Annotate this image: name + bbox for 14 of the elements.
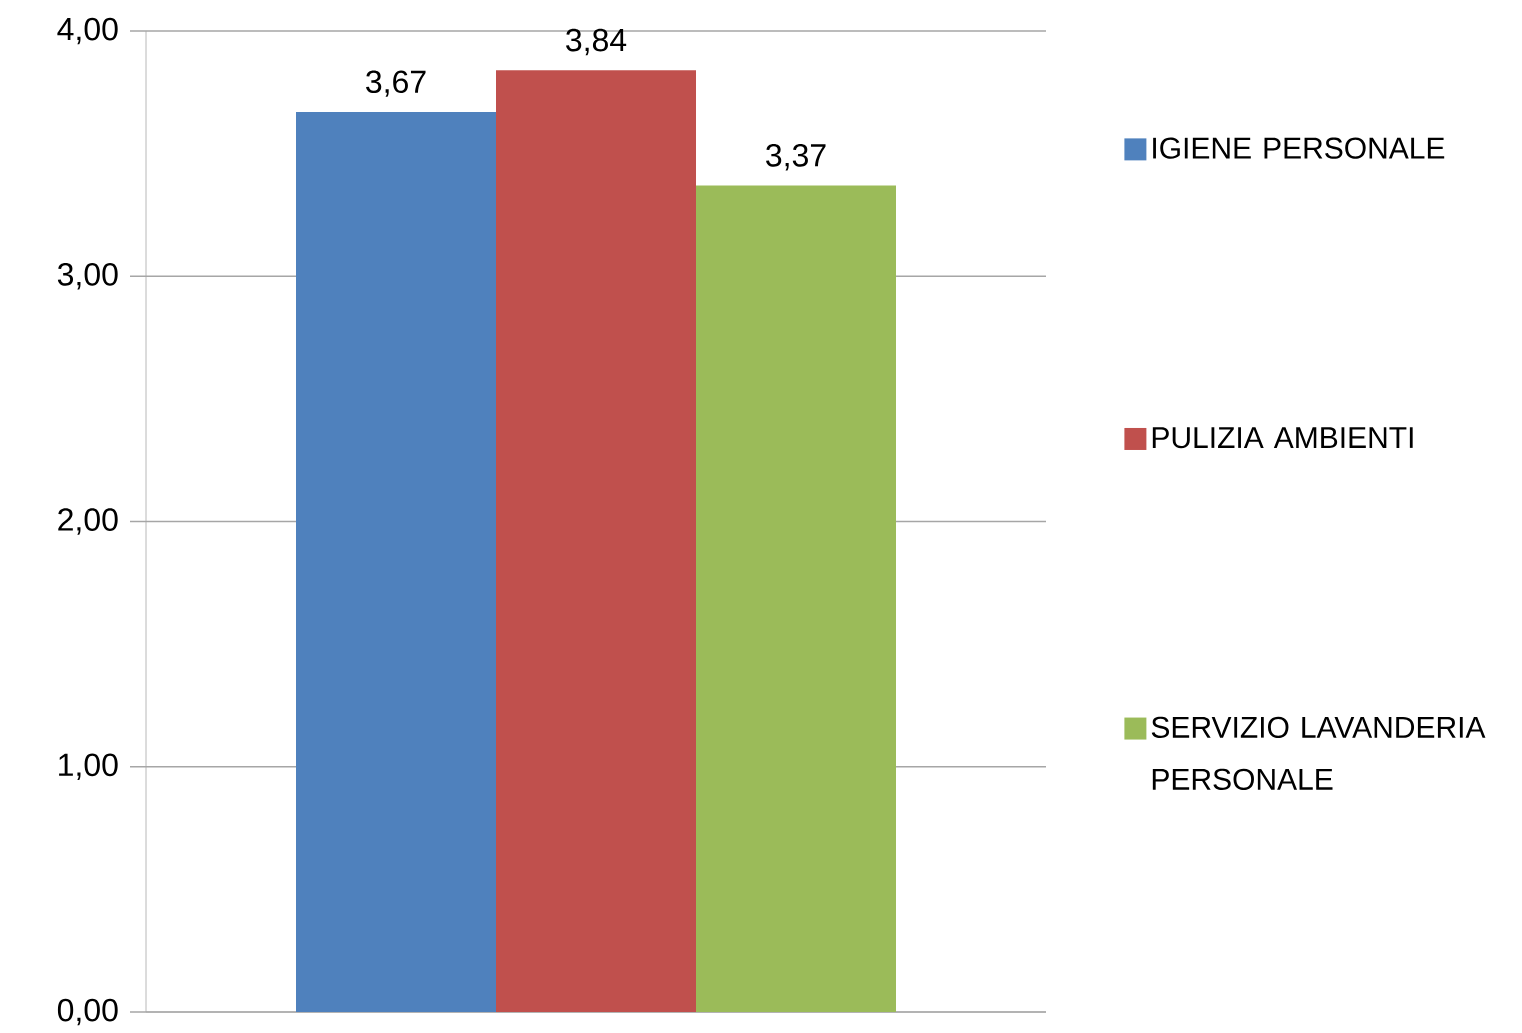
data-label: 3,67 bbox=[366, 70, 426, 97]
data-label: 3,84 bbox=[566, 28, 627, 56]
y-tick-label: 1,00 bbox=[59, 753, 118, 780]
legend-label: SERVIZIO LAVANDERIA PERSONALE bbox=[1151, 716, 1486, 790]
y-tick-label: 2,00 bbox=[58, 508, 118, 535]
bar bbox=[296, 111, 496, 1012]
bar bbox=[696, 185, 896, 1012]
y-tick-label: 4,00 bbox=[57, 17, 118, 45]
y-tick-label: 3,00 bbox=[57, 263, 118, 290]
legend-label: IGIENE PERSONALE bbox=[1153, 137, 1445, 159]
y-tick-label: 0,00 bbox=[57, 998, 118, 1026]
data-label: 3,37 bbox=[766, 144, 826, 171]
bar bbox=[496, 70, 696, 1012]
legend-label: PULIZIA AMBIENTI bbox=[1152, 427, 1413, 449]
